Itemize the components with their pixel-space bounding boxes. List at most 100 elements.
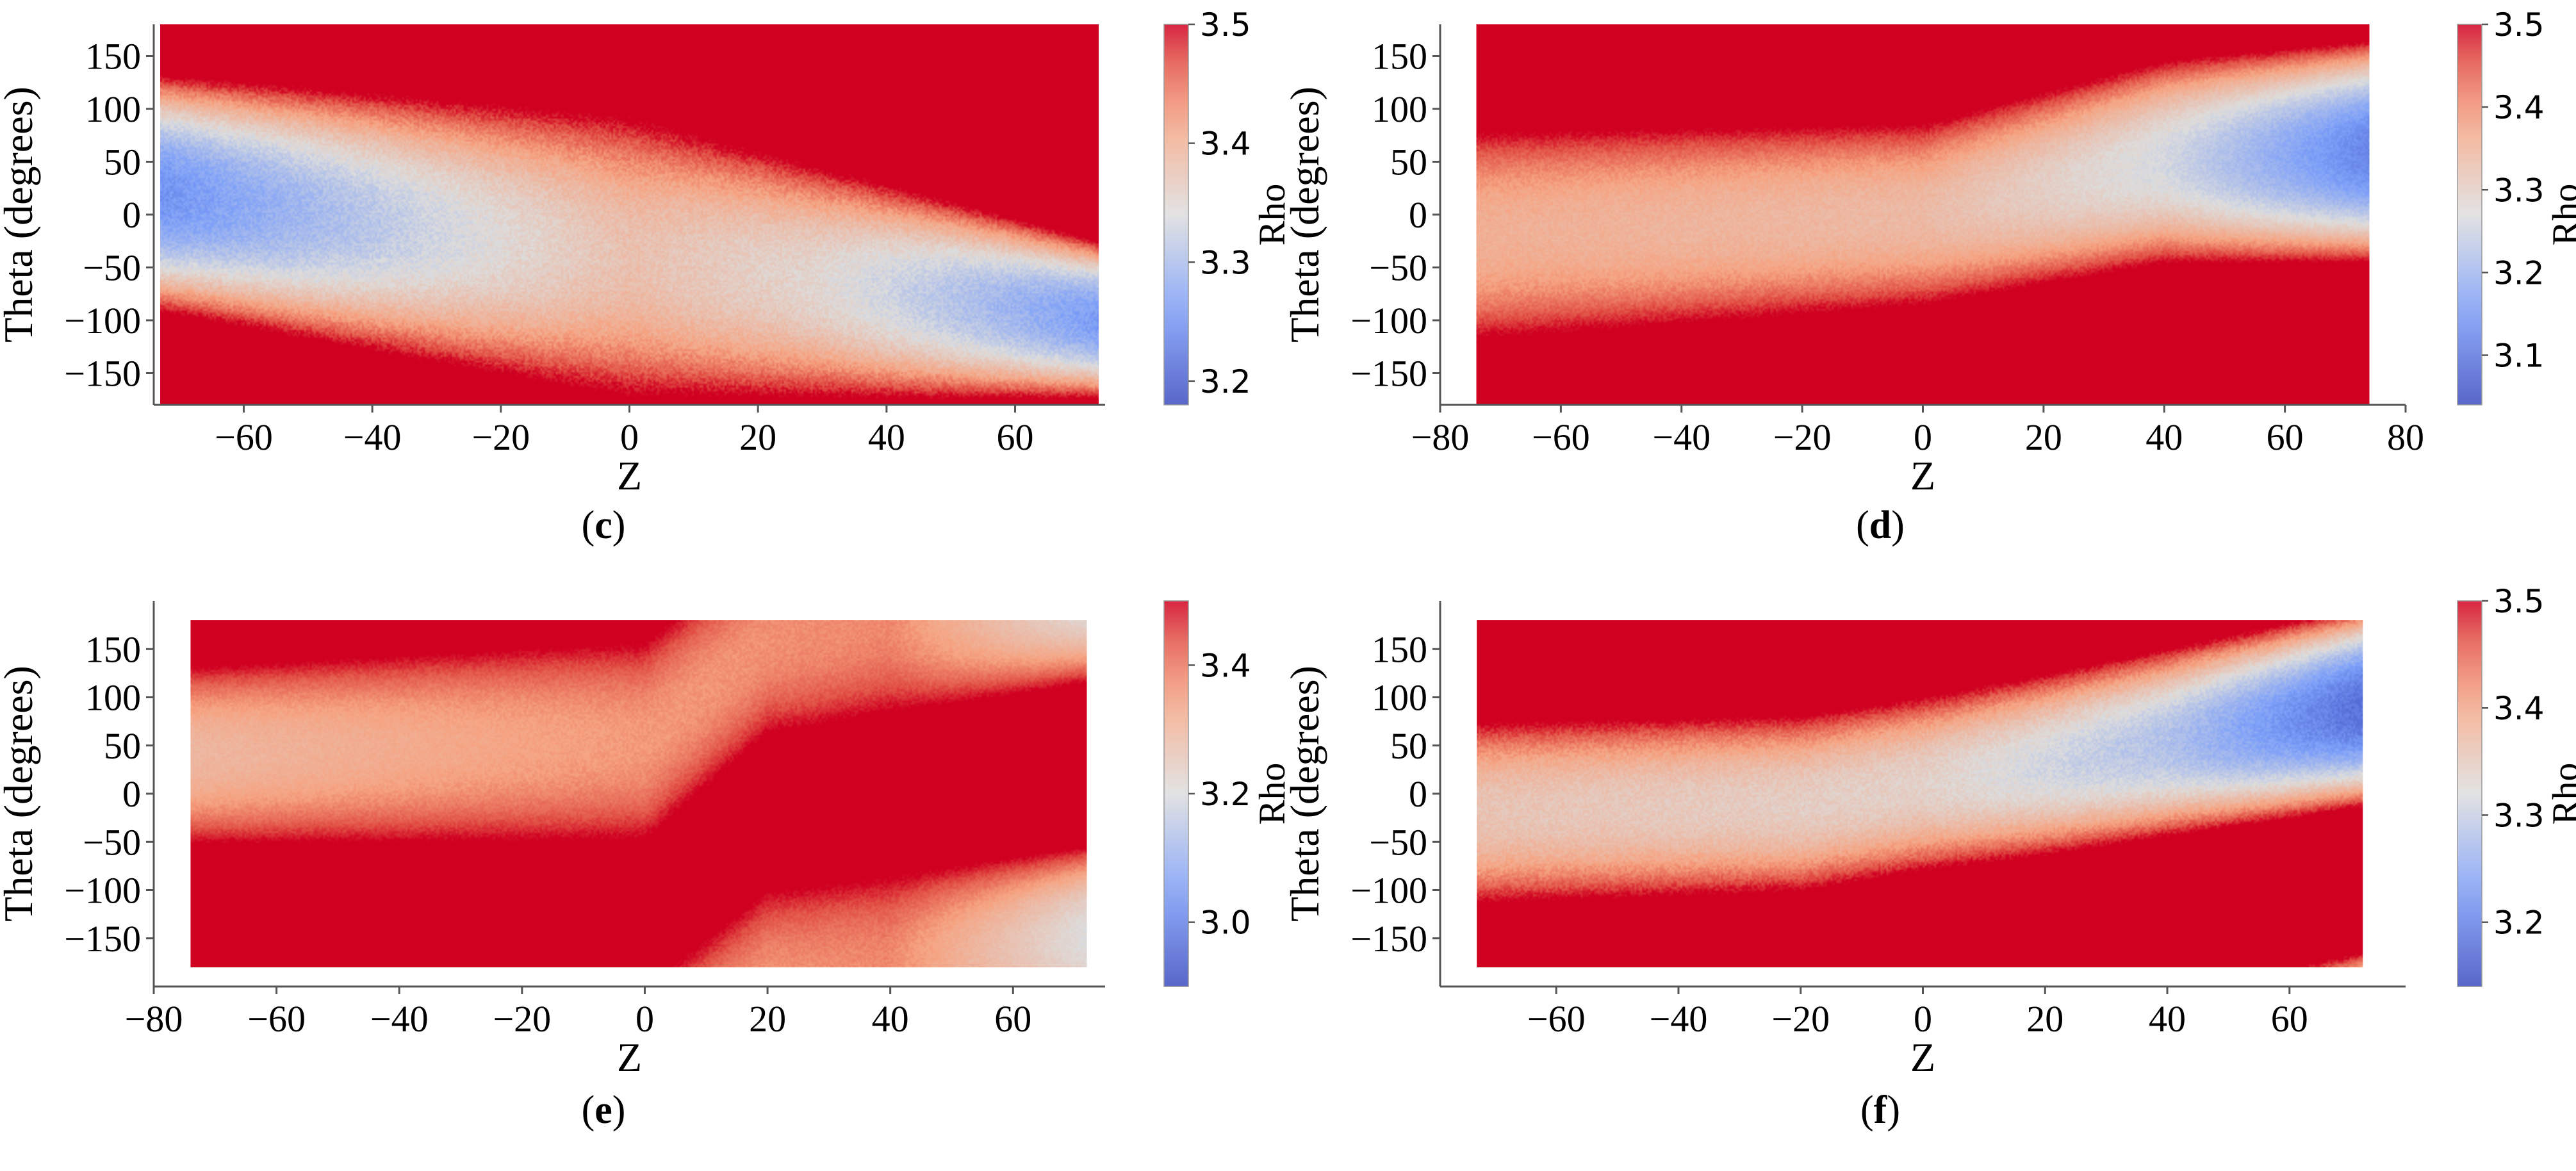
x-tick-label: 20: [2025, 416, 2062, 458]
panel-label-f: (f): [1860, 1088, 1900, 1132]
y-tick-label: 100: [1372, 677, 1427, 719]
y-tick-label: 150: [85, 36, 141, 78]
colorbar-tick-label: 3.4: [1200, 126, 1251, 163]
x-tick-label: −40: [1652, 416, 1710, 458]
x-tick-label: 80: [2387, 416, 2424, 458]
x-tick-label: 20: [749, 998, 786, 1040]
x-tick-label: 40: [872, 998, 909, 1040]
panel-label-c: (c): [581, 504, 626, 547]
y-tick-label: −100: [1350, 300, 1427, 341]
y-axis-label: Theta (degrees): [1282, 86, 1327, 343]
y-tick-label: 100: [85, 677, 141, 719]
x-tick-label: 20: [739, 416, 776, 458]
y-tick-label: 100: [85, 88, 141, 130]
y-tick-label: 50: [104, 142, 141, 183]
y-tick-label: 150: [85, 628, 141, 670]
panel-d: −80 −60 −40 −20 0 20 40 60 80 150 100 50 0 −50 −100 −15…: [1282, 6, 2576, 498]
x-tick-label: −40: [370, 998, 429, 1040]
y-tick-label: −50: [1369, 821, 1427, 863]
x-axis-label: Z: [1910, 453, 1935, 498]
colorbar-tick-label: 3.0: [1200, 905, 1251, 942]
colorbar-tick-label: 3.4: [2493, 690, 2545, 727]
y-tick-label: −150: [64, 353, 141, 395]
y-tick-label: 0: [122, 773, 141, 815]
y-axis-label: Theta (degrees): [0, 666, 41, 922]
heatmap-f: [1477, 620, 2363, 968]
y-tick-label: −100: [64, 870, 141, 912]
colorbar-tick-label: 3.5: [2493, 6, 2545, 44]
colorbar-label: Rho: [1251, 184, 1293, 246]
x-axis-label: Z: [617, 1035, 642, 1080]
y-tick-label: −100: [1350, 870, 1427, 912]
panel-c: −60 −40 −20 0 20 40 60 150 100 50 0 −50 −100 −150 Z The…: [0, 6, 1293, 498]
x-axis-label: Z: [1910, 1035, 1935, 1080]
colorbar-e: [1163, 600, 1189, 987]
colorbar-label: Rho: [2545, 763, 2576, 825]
x-tick-label: −40: [343, 416, 402, 458]
y-tick-label: −150: [1350, 918, 1427, 960]
colorbar-tick-label: 3.3: [2493, 172, 2545, 209]
x-tick-label: −20: [1771, 998, 1830, 1040]
y-tick-label: 0: [122, 194, 141, 236]
x-tick-label: 0: [636, 998, 654, 1040]
x-tick-label: 40: [2145, 416, 2183, 458]
colorbar-d: [2457, 24, 2482, 405]
x-axis-label: Z: [617, 453, 642, 498]
panel-label-d: (d): [1856, 504, 1905, 547]
x-tick-label: −20: [472, 416, 530, 458]
colorbar-tick-label: 3.5: [2493, 583, 2545, 620]
colorbar-tick-label: 3.1: [2493, 338, 2545, 375]
y-tick-label: 50: [1390, 725, 1427, 767]
y-axis-label: Theta (degrees): [0, 86, 41, 343]
panel-label-e: (e): [581, 1088, 626, 1132]
colorbar-tick-label: 3.2: [2493, 254, 2545, 291]
x-tick-label: 20: [2026, 998, 2063, 1040]
y-tick-label: 0: [1409, 773, 1427, 815]
colorbar-tick-label: 3.4: [2493, 89, 2545, 126]
x-tick-label: −80: [125, 998, 183, 1040]
x-tick-label: 0: [1914, 416, 1932, 458]
y-tick-label: −150: [1350, 353, 1427, 395]
y-tick-label: −50: [83, 821, 141, 863]
heatmap-d: [1476, 24, 2370, 405]
x-tick-label: 40: [868, 416, 905, 458]
x-tick-label: −40: [1650, 998, 1708, 1040]
x-tick-label: −60: [1527, 998, 1586, 1040]
colorbar-tick-label: 3.2: [1200, 776, 1251, 813]
x-tick-label: −60: [247, 998, 306, 1040]
x-tick-label: −20: [1773, 416, 1832, 458]
colorbar-tick-label: 3.2: [1200, 363, 1251, 400]
colorbar-label: Rho: [1251, 763, 1293, 825]
y-tick-label: −50: [83, 247, 141, 289]
colorbar-tick-label: 3.4: [1200, 647, 1251, 684]
x-tick-label: −60: [1532, 416, 1590, 458]
y-tick-label: −150: [64, 918, 141, 960]
x-tick-label: 60: [994, 998, 1031, 1040]
y-tick-label: 0: [1409, 194, 1427, 236]
colorbar-tick-label: 3.5: [1200, 6, 1251, 44]
x-tick-label: −60: [215, 416, 273, 458]
panel-f: −60 −40 −20 0 20 40 60 150 100 50 0 −50 −100 −150 Z The…: [1282, 583, 2576, 1080]
x-tick-label: 0: [620, 416, 639, 458]
colorbar-f: [2457, 600, 2482, 987]
x-tick-label: 60: [2267, 416, 2304, 458]
heatmap-c: [160, 24, 1099, 405]
x-tick-label: 0: [1914, 998, 1932, 1040]
panel-label-letter: d: [1869, 504, 1892, 547]
x-tick-label: −80: [1411, 416, 1470, 458]
x-tick-label: 40: [2149, 998, 2186, 1040]
y-tick-label: 100: [1372, 88, 1427, 130]
colorbar-tick-label: 3.2: [2493, 905, 2545, 942]
panel-label-letter: c: [595, 504, 612, 547]
y-axis-label: Theta (degrees): [1282, 666, 1327, 922]
colorbar-c: [1163, 24, 1189, 405]
panel-e: −80 −60 −40 −20 0 20 40 60 150 100 50 0 −50 −100 −150 Z…: [0, 600, 1293, 1080]
y-tick-label: 150: [1372, 36, 1427, 78]
panel-label-letter: e: [595, 1088, 612, 1132]
y-tick-label: −100: [64, 300, 141, 341]
x-tick-label: −20: [493, 998, 551, 1040]
y-tick-label: 150: [1372, 628, 1427, 670]
x-tick-label: 60: [997, 416, 1034, 458]
heatmap-e: [190, 620, 1087, 968]
x-tick-label: 60: [2271, 998, 2308, 1040]
